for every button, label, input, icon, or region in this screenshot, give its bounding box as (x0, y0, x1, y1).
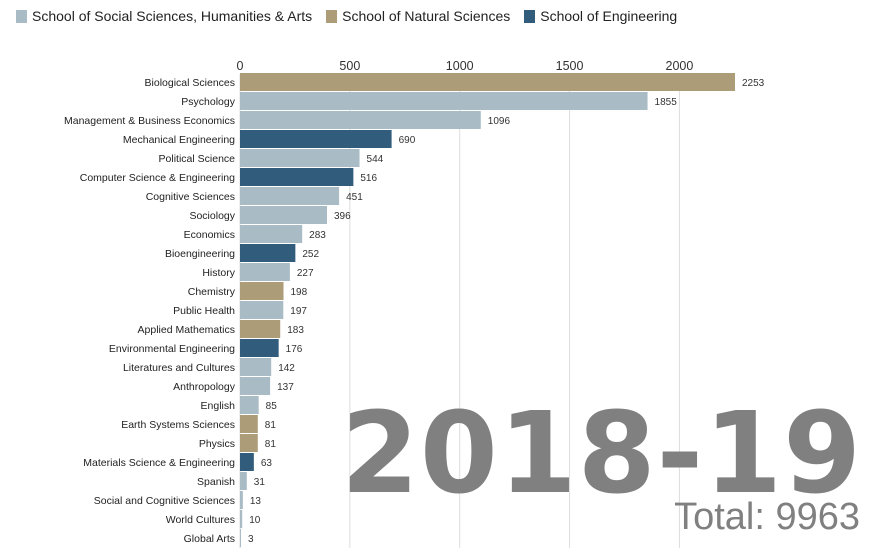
x-tick-label: 1500 (556, 59, 584, 73)
category-label: Environmental Engineering (109, 343, 235, 355)
category-label: Management & Business Economics (64, 115, 235, 127)
legend-item-social-sciences: School of Social Sciences, Humanities & … (16, 8, 312, 24)
category-label: Anthropology (173, 381, 236, 393)
value-label: 176 (286, 344, 303, 355)
value-label: 283 (309, 230, 326, 241)
category-label: Political Science (159, 153, 236, 165)
value-label: 1855 (655, 97, 678, 108)
bar (240, 472, 247, 490)
bar (240, 187, 340, 205)
bar (240, 92, 648, 110)
bar (240, 320, 281, 338)
category-label: Sociology (189, 210, 235, 222)
value-label: 544 (367, 154, 384, 165)
value-label: 396 (334, 211, 351, 222)
category-label: English (201, 400, 236, 412)
bar (240, 130, 392, 148)
legend-item-engineering: School of Engineering (524, 8, 677, 24)
category-label: Physics (199, 438, 235, 450)
value-label: 252 (302, 249, 319, 260)
value-label: 198 (291, 287, 308, 298)
bar (240, 510, 243, 528)
value-label: 137 (277, 382, 294, 393)
value-label: 85 (266, 401, 278, 412)
legend-swatch (16, 9, 27, 23)
category-label: Bioengineering (165, 248, 235, 260)
x-tick-label: 1000 (446, 59, 474, 73)
bar (240, 339, 279, 357)
legend-swatch (524, 9, 536, 23)
bar (240, 415, 258, 433)
value-label: 1096 (488, 116, 511, 127)
category-label: Chemistry (188, 286, 236, 298)
bar (240, 149, 360, 167)
bar (240, 206, 328, 224)
category-label: History (202, 267, 235, 279)
x-tick-label: 0 (237, 59, 244, 73)
bar (240, 244, 296, 262)
value-label: 13 (250, 496, 262, 507)
value-label: 142 (278, 363, 295, 374)
category-label: Social and Cognitive Sciences (94, 495, 235, 507)
value-label: 3 (248, 534, 254, 545)
category-label: Literatures and Cultures (123, 362, 235, 374)
bar (240, 377, 271, 395)
category-label: Earth Systems Sciences (121, 419, 235, 431)
bar (240, 529, 241, 547)
legend-label: School of Natural Sciences (342, 8, 511, 24)
bar (240, 263, 290, 281)
bar (240, 225, 303, 243)
value-label: 197 (290, 306, 307, 317)
category-label: Mechanical Engineering (123, 134, 235, 146)
category-label: Applied Mathematics (138, 324, 235, 336)
value-label: 81 (265, 420, 277, 431)
category-label: World Cultures (166, 514, 235, 526)
category-label: Psychology (181, 96, 235, 108)
category-label: Economics (184, 229, 235, 241)
category-label: Computer Science & Engineering (80, 172, 235, 184)
legend-label: School of Social Sciences, Humanities & … (32, 8, 313, 24)
value-label: 451 (346, 192, 363, 203)
year-label: 2018-19 (340, 389, 862, 519)
value-label: 10 (249, 515, 261, 526)
bar (240, 111, 481, 129)
category-label: Cognitive Sciences (146, 191, 235, 203)
total-label: Total: 9963 (674, 496, 860, 538)
bar (240, 168, 354, 186)
value-label: 63 (261, 458, 273, 469)
legend-swatch (326, 9, 338, 23)
legend-item-natural-sciences: School of Natural Sciences (326, 8, 510, 24)
value-label: 31 (254, 477, 266, 488)
bar (240, 73, 735, 91)
bar (240, 358, 272, 376)
x-tick-label: 500 (339, 59, 360, 73)
bar (240, 301, 284, 319)
category-label: Biological Sciences (145, 77, 235, 89)
bar (240, 491, 243, 509)
legend-label: School of Engineering (540, 8, 678, 24)
category-label: Public Health (173, 305, 235, 317)
value-label: 516 (360, 173, 377, 184)
legend: School of Social Sciences, Humanities & … (16, 6, 677, 26)
category-label: Spanish (197, 476, 235, 488)
value-label: 183 (287, 325, 304, 336)
category-label: Global Arts (184, 533, 235, 545)
bar (240, 396, 259, 414)
value-label: 81 (265, 439, 277, 450)
value-label: 227 (297, 268, 314, 279)
bar (240, 434, 258, 452)
value-label: 2253 (742, 78, 765, 89)
x-tick-label: 2000 (666, 59, 694, 73)
bar (240, 453, 254, 471)
value-label: 690 (399, 135, 416, 146)
bar (240, 282, 284, 300)
category-label: Materials Science & Engineering (83, 457, 235, 469)
